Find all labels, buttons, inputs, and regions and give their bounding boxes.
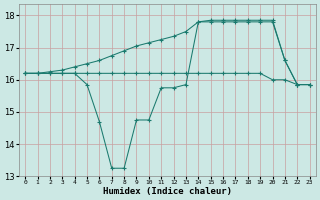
X-axis label: Humidex (Indice chaleur): Humidex (Indice chaleur) bbox=[103, 187, 232, 196]
